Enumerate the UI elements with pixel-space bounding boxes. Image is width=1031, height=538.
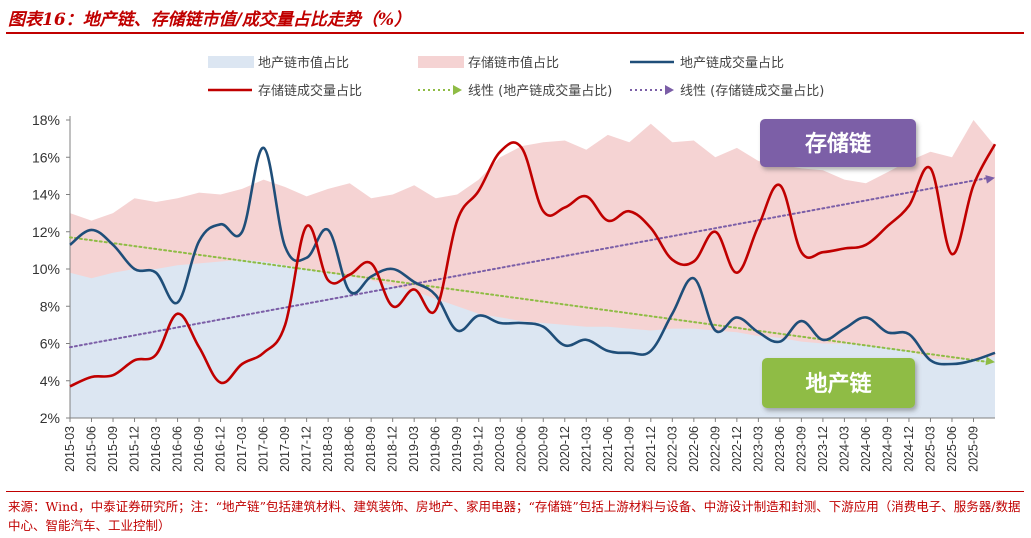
callout-storage-box [760,119,916,167]
legend-label: 地产链成交量占比 [680,55,784,71]
x-tick-label: 2020-03 [493,426,507,472]
y-tick-label: 2% [40,410,60,426]
x-tick-label: 2017-03 [235,426,249,472]
legend-label: 线性 (地产链成交量占比) [468,83,612,99]
x-tick-label: 2024-09 [880,426,894,472]
x-tick-label: 2022-09 [708,426,722,472]
x-tick-label: 2018-03 [321,426,335,472]
x-tick-label: 2018-09 [364,426,378,472]
x-tick-label: 2018-12 [386,426,400,472]
x-tick-label: 2024-12 [902,426,916,472]
legend-swatch-arrow [453,85,462,95]
x-tick-label: 2024-06 [859,426,873,472]
x-tick-label: 2017-12 [300,426,314,472]
source-note: 来源：Wind，中泰证券研究所；注：“地产链”包括建筑材料、建筑装饰、房地产、家… [8,499,1021,533]
callout-storage-label: 存储链 [805,131,871,157]
callout-realestate-box [762,358,915,408]
legend-swatch [418,56,464,68]
y-tick-label: 16% [32,149,60,165]
x-tick-label: 2021-09 [622,426,636,472]
x-tick-label: 2016-03 [149,426,163,472]
line-storage-volume [69,141,997,388]
y-tick-label: 10% [32,261,60,277]
x-tick-label: 2015-12 [128,426,142,472]
legend-swatch [208,56,254,68]
x-tick-label: 2019-03 [407,426,421,472]
x-tick-label: 2016-06 [171,426,185,472]
x-tick-label: 2017-09 [278,426,292,472]
x-tick-label: 2016-12 [214,426,228,472]
x-tick-label: 2015-03 [63,426,77,472]
x-tick-label: 2022-12 [730,426,744,472]
title-rule [6,32,1024,34]
legend-label: 线性 (存储链成交量占比) [680,83,824,99]
x-tick-label: 2024-03 [837,426,851,472]
trend-arrow-storage [985,175,995,184]
x-tick-label: 2020-09 [536,426,550,472]
legend-label: 存储链成交量占比 [258,83,362,99]
trend-arrow-realestate [985,356,995,366]
x-tick-label: 2022-06 [687,426,701,472]
trend-layer [69,175,995,366]
figure-title: 图表16：地产链、存储链市值/成交量占比走势（%） [8,10,412,30]
x-tick-label: 2020-12 [558,426,572,472]
x-tick-label: 2021-06 [601,426,615,472]
y-tick-label: 6% [40,336,60,352]
y-tick-label: 18% [32,112,60,128]
x-tick-label: 2017-06 [257,426,271,472]
x-tick-label: 2019-12 [472,426,486,472]
legend-swatch-arrow [665,85,674,95]
x-tick-label: 2023-03 [751,426,765,472]
x-tick-label: 2023-12 [816,426,830,472]
x-tick-label: 2019-06 [429,426,443,472]
x-tick-label: 2025-09 [966,426,980,472]
trend-line-realestate [69,236,990,364]
legend-label: 存储链市值占比 [468,55,559,71]
x-tick-label: 2018-06 [343,426,357,472]
x-tick-label: 2016-09 [192,426,206,472]
x-tick-label: 2019-09 [450,426,464,472]
x-tick-label: 2025-06 [945,426,959,472]
y-tick-label: 12% [32,224,60,240]
x-tick-label: 2015-09 [106,426,120,472]
bottom-rule [6,491,1024,492]
x-tick-label: 2015-06 [85,426,99,472]
x-tick-label: 2021-12 [644,426,658,472]
x-tick-label: 2022-03 [665,426,679,472]
y-tick-label: 14% [32,187,60,203]
y-tick-label: 8% [40,298,60,314]
legend-label: 地产链市值占比 [258,55,349,71]
line-layer [69,141,997,388]
chart: 2% 4% 6% 8% 10% 12% 14% 16% 18% 2015-03 2015-06 201… [32,55,997,472]
x-tick-label: 2023-09 [794,426,808,472]
y-tick-label: 4% [40,373,60,389]
x-tick-label: 2021-03 [579,426,593,472]
x-tick-label: 2023-06 [773,426,787,472]
trend-line-storage [69,176,990,349]
callout-realestate-label: 地产链 [805,371,871,397]
axes-layer: 2% 4% 6% 8% 10% 12% 14% 16% 18% 2015-03 2015-06 201… [32,112,995,472]
line-realestate-volume [69,146,996,366]
x-tick-label: 2020-06 [515,426,529,472]
x-tick-label: 2025-03 [923,426,937,472]
